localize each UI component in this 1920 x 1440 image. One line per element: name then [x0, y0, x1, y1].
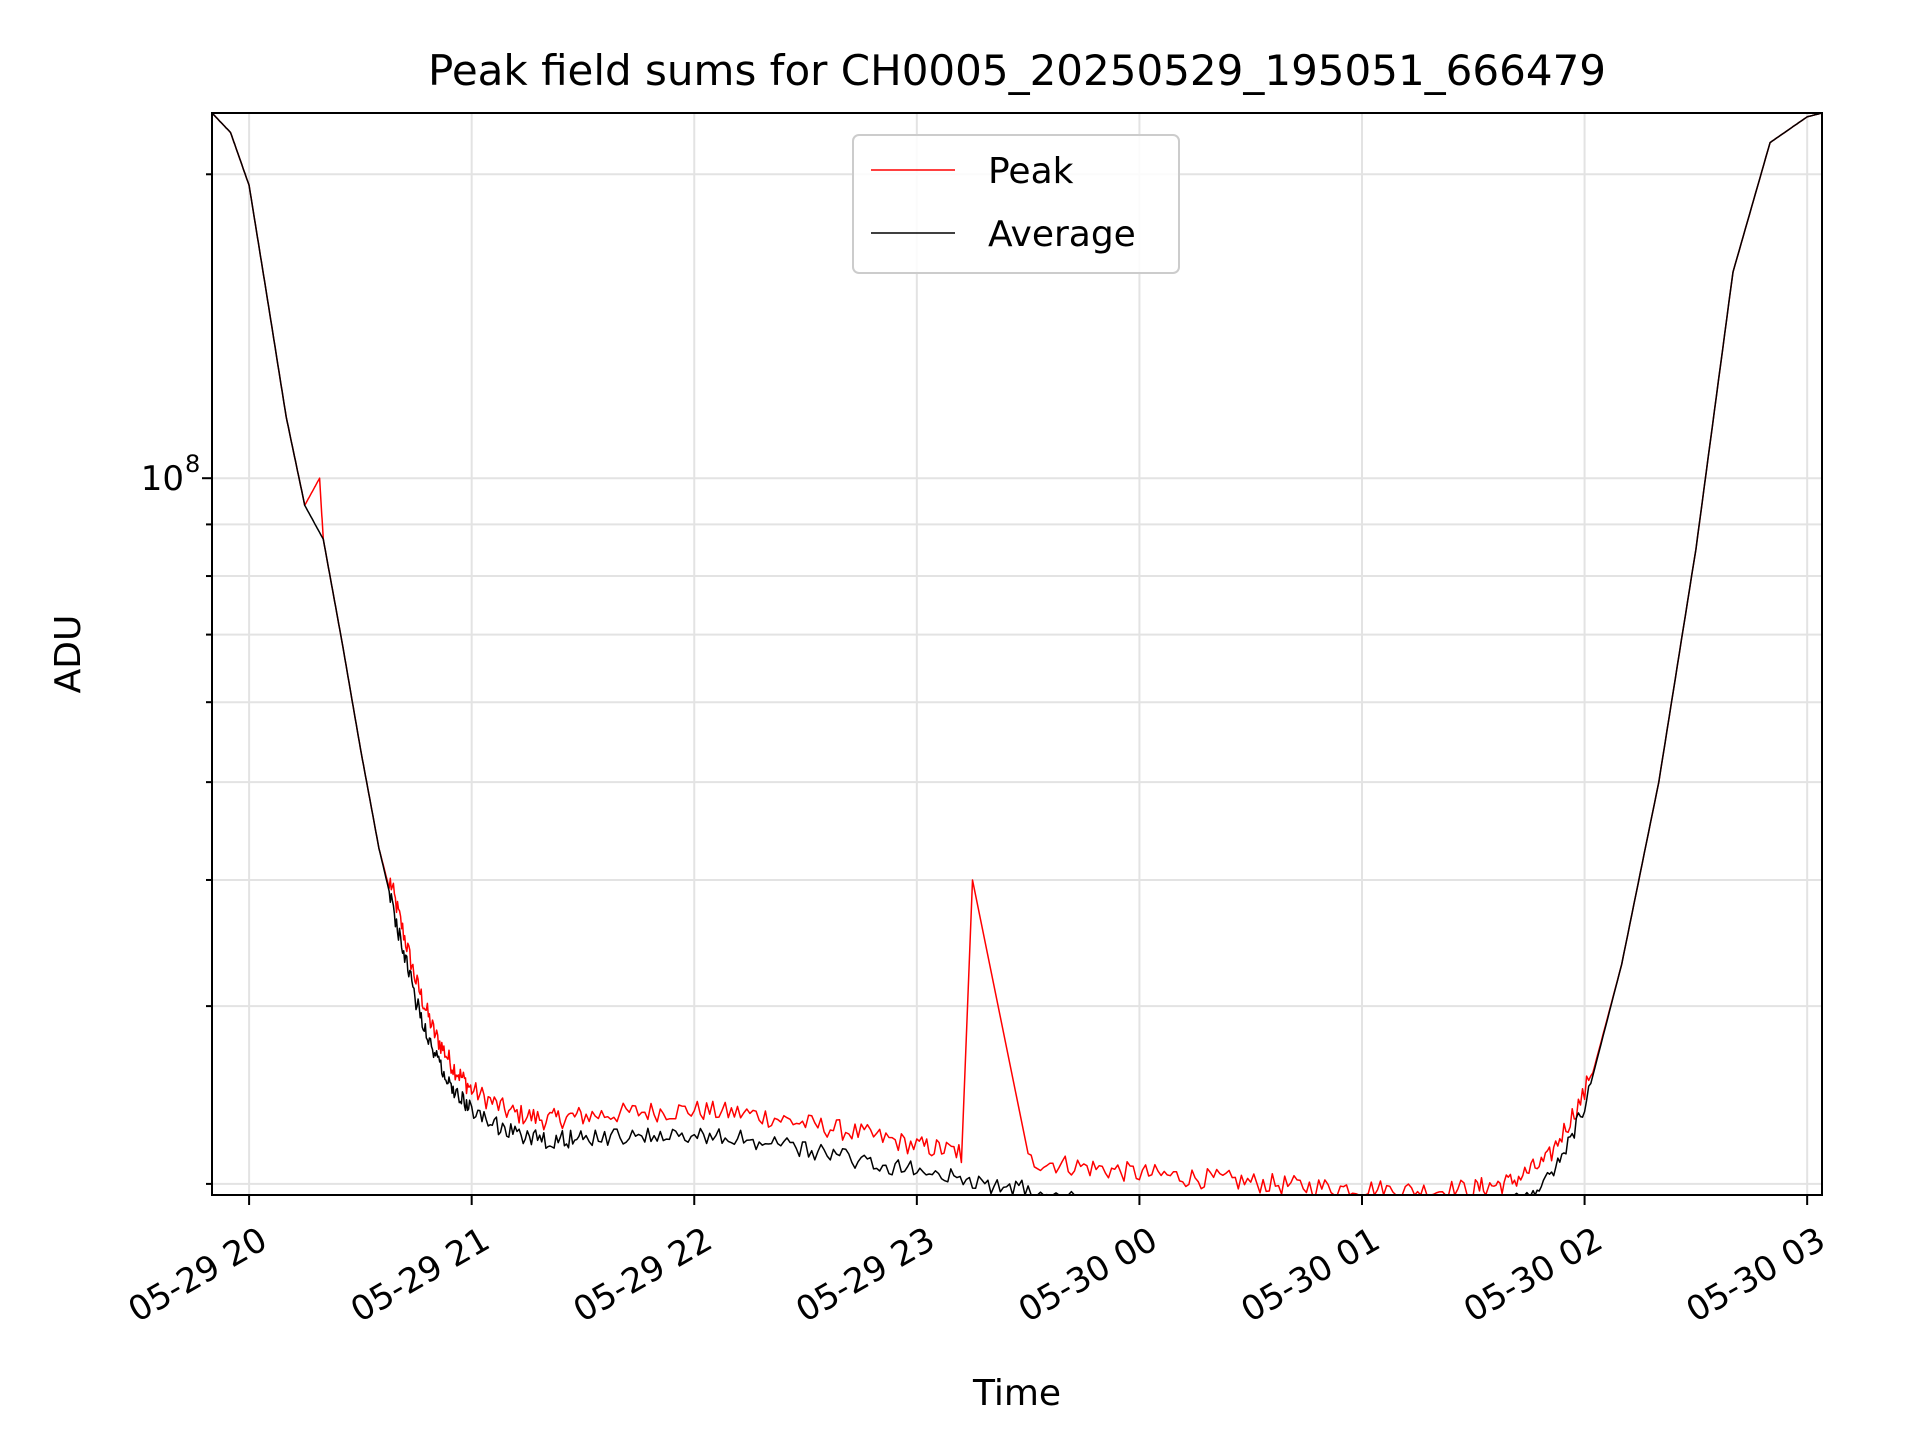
legend: Peak Average	[852, 134, 1180, 274]
series-layer	[211, 112, 1823, 1196]
plot-frame	[211, 112, 1823, 1196]
legend-peak-label: Peak	[988, 151, 1074, 192]
y-tick-label: 10	[141, 459, 184, 499]
y-tick-label-exponent: 8	[185, 450, 200, 478]
y-axis-label: ADU	[48, 615, 89, 694]
y-ticks: 10 8	[141, 173, 212, 1185]
legend-average-label: Average	[988, 214, 1136, 255]
chart-title: Peak field sums for CH0005_20250529_1950…	[428, 46, 1606, 95]
grid	[212, 113, 1822, 1195]
series-line-average	[211, 112, 1823, 1196]
x-axis-label: Time	[972, 1373, 1061, 1414]
